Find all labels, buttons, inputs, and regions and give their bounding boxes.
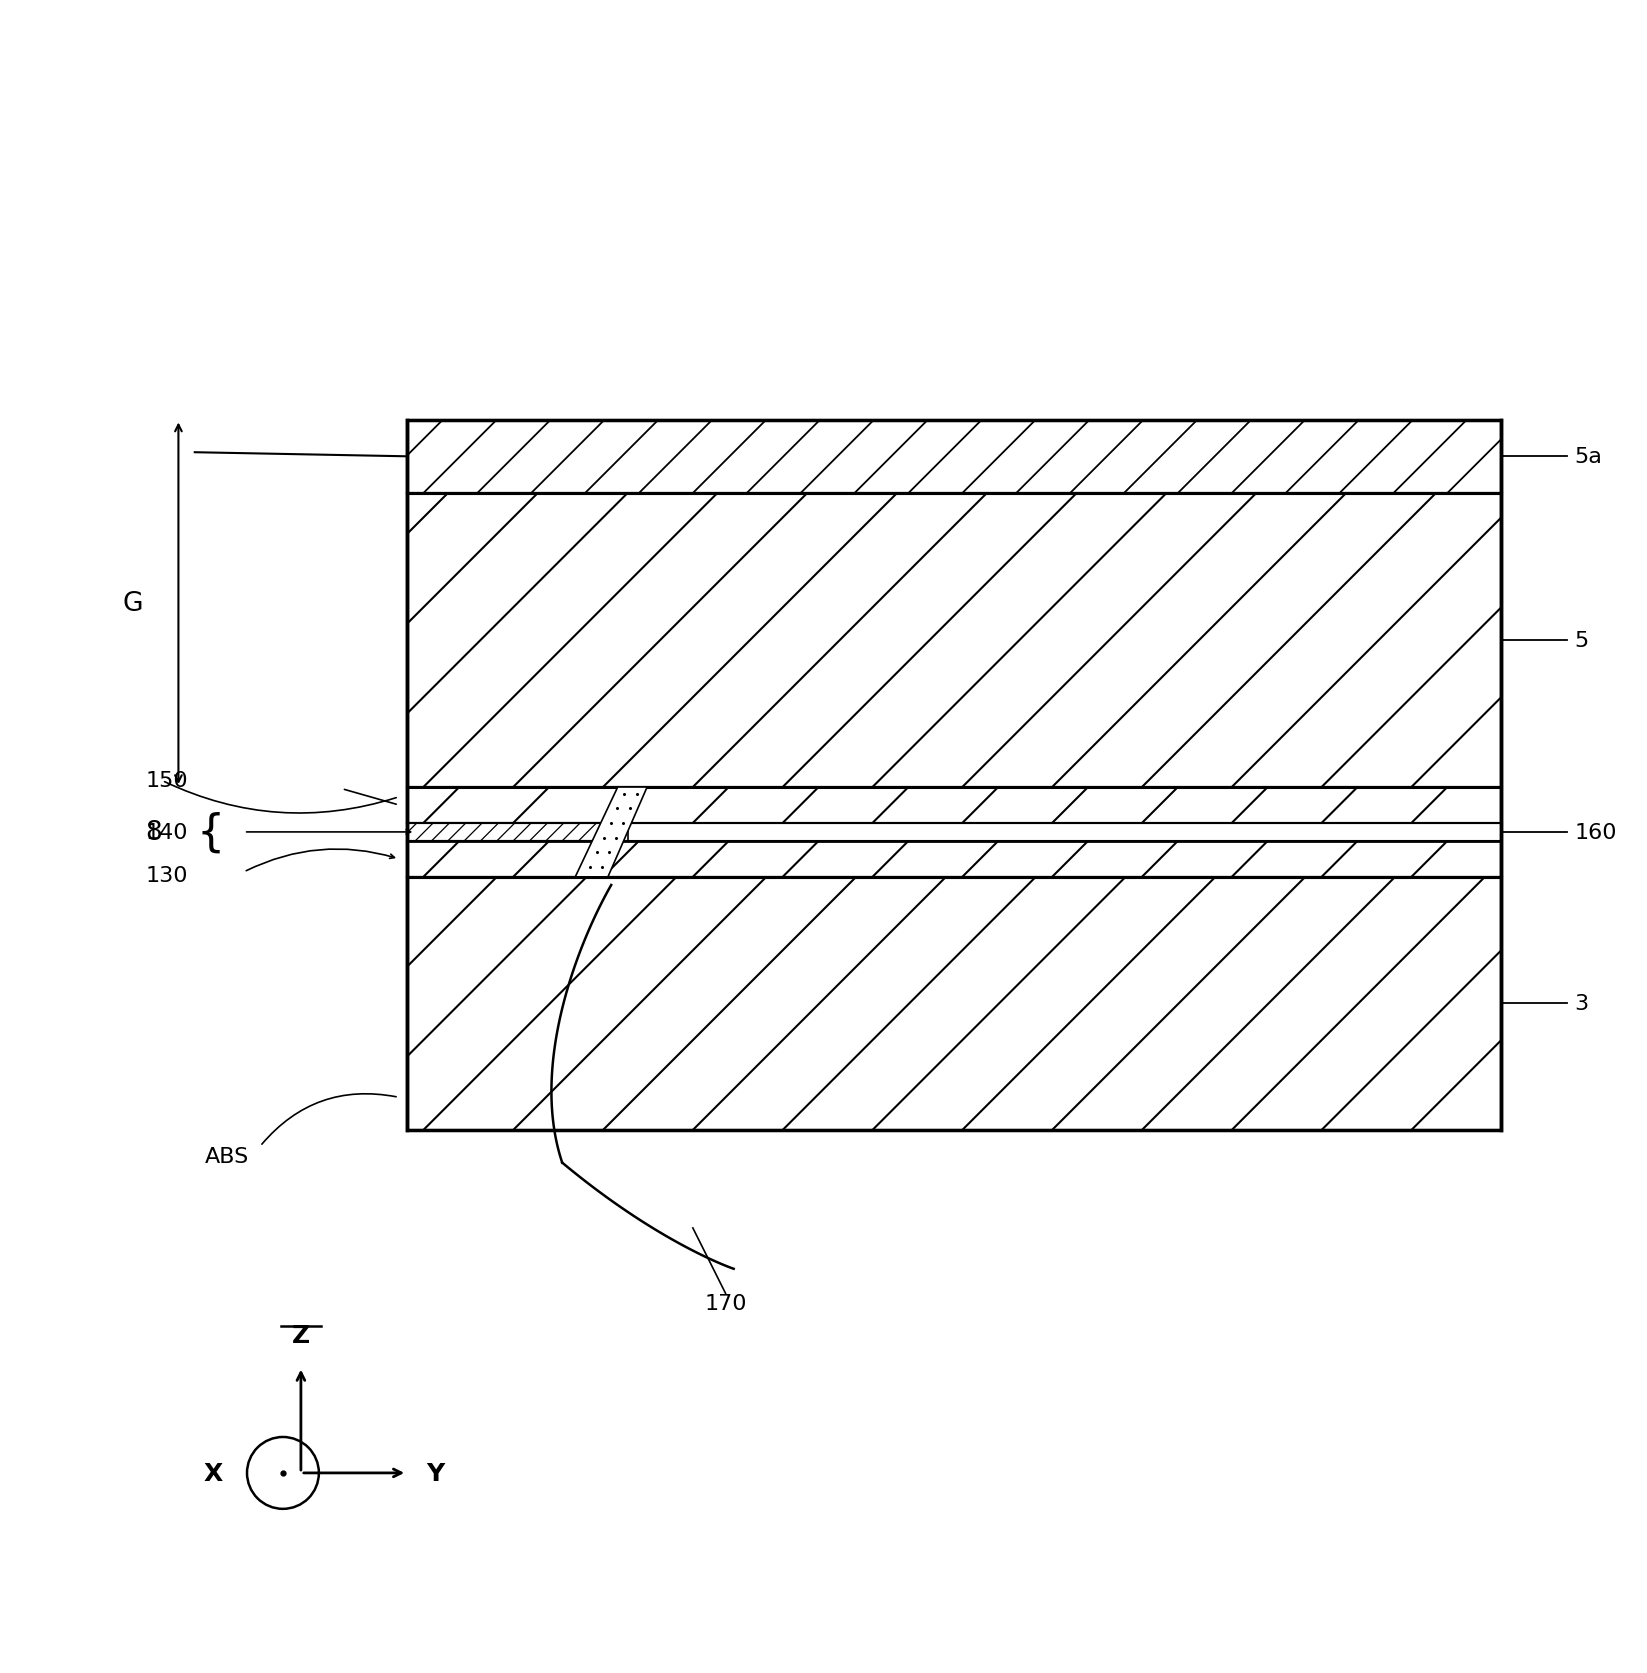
Polygon shape: [407, 823, 628, 842]
Text: 5: 5: [1575, 631, 1589, 651]
Polygon shape: [575, 788, 647, 877]
Text: Y: Y: [427, 1461, 445, 1486]
Text: Z: Z: [292, 1323, 310, 1347]
Text: G: G: [122, 591, 143, 617]
Text: 8: 8: [145, 820, 163, 845]
Text: {: {: [198, 811, 226, 853]
Polygon shape: [407, 494, 1502, 788]
Polygon shape: [407, 842, 1502, 877]
Polygon shape: [407, 788, 1502, 823]
Text: 170: 170: [705, 1293, 746, 1313]
Text: 150: 150: [145, 771, 188, 791]
Text: 3: 3: [1575, 994, 1589, 1014]
Text: ABS: ABS: [206, 1146, 250, 1166]
Text: 5a: 5a: [1575, 447, 1603, 467]
Polygon shape: [407, 420, 1502, 494]
Text: 130: 130: [145, 865, 188, 885]
Polygon shape: [407, 877, 1502, 1131]
Text: 140: 140: [145, 823, 188, 843]
Text: 160: 160: [1575, 823, 1617, 843]
Text: X: X: [203, 1461, 222, 1486]
